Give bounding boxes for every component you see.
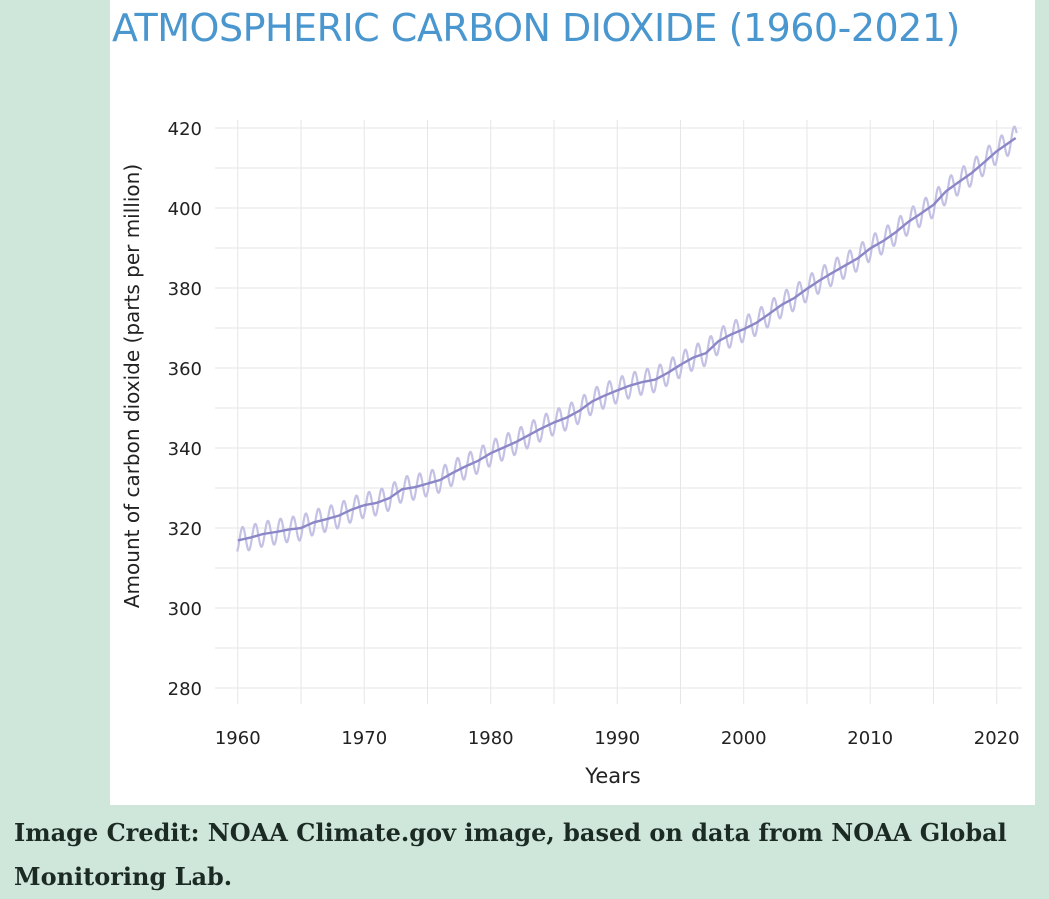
x-tick-label: 1960 [215, 728, 261, 749]
y-tick-label: 360 [168, 359, 202, 380]
data-lines [236, 125, 1018, 552]
annual-trend-line [237, 137, 1017, 542]
y-axis-label: Amount of carbon dioxide (parts per mill… [120, 164, 144, 608]
monthly-co2-line [236, 125, 1018, 552]
y-tick-label: 420 [168, 119, 202, 140]
x-tick-label: 1990 [594, 728, 640, 749]
image-credit-caption: Image Credit: NOAA Climate.gov image, ba… [14, 818, 1007, 891]
x-tick-labels: 1960 1970 1980 1990 2000 2010 2020 [215, 728, 1020, 749]
y-tick-label: 380 [168, 279, 202, 300]
y-tick-label: 300 [168, 599, 202, 620]
grid-lines [215, 120, 1022, 704]
y-tick-label: 280 [168, 679, 202, 700]
chart-title: ATMOSPHERIC CARBON DIOXIDE (1960-2021) [112, 6, 960, 50]
x-tick-label: 1970 [341, 728, 387, 749]
x-tick-label: 2010 [847, 728, 893, 749]
co2-line-chart: 280 300 320 340 360 380 400 420 1960 1970 1980 199… [120, 119, 1022, 788]
x-tick-label: 2020 [974, 728, 1020, 749]
chart-panel: ATMOSPHERIC CARBON DIOXIDE (1960-2021) 2… [110, 0, 1035, 805]
y-tick-labels: 280 300 320 340 360 380 400 420 [168, 119, 202, 700]
x-tick-label: 2000 [721, 728, 767, 749]
y-tick-label: 320 [168, 519, 202, 540]
x-tick-label: 1980 [468, 728, 514, 749]
y-tick-label: 400 [168, 199, 202, 220]
y-tick-label: 340 [168, 439, 202, 460]
x-axis-label: Years [584, 764, 640, 788]
